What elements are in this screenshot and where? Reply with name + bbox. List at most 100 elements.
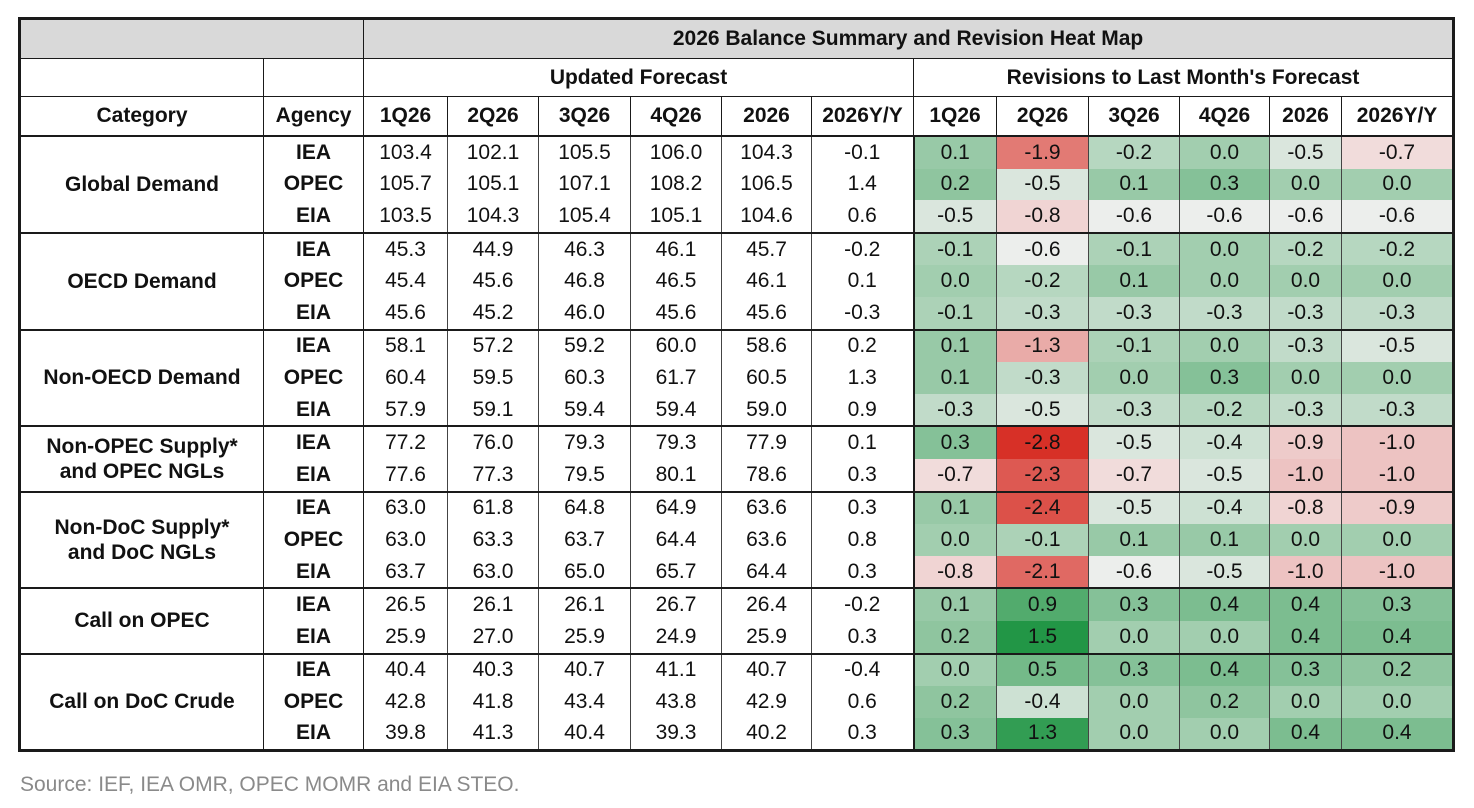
agency: EIA (263, 200, 364, 233)
revision-cell: 0.0 (1340, 265, 1455, 297)
forecast-cell: 105.1 (630, 200, 722, 233)
forecast-cell: 45.7 (721, 231, 812, 266)
forecast-cell: 45.6 (447, 265, 539, 297)
forecast-cell: 64.4 (721, 555, 812, 589)
forecast-cell: 59.0 (721, 393, 812, 427)
forecast-cell: 27.0 (447, 620, 539, 654)
revision-cell: 0.3 (1179, 362, 1270, 394)
forecast-cell: 0.3 (811, 555, 914, 589)
revision-cell: -0.3 (1340, 393, 1455, 427)
agency: IEA (263, 328, 364, 363)
revision-cell: -0.5 (1179, 555, 1270, 589)
revision-cell: -0.4 (1179, 425, 1270, 459)
forecast-cell: -0.3 (811, 296, 914, 330)
revision-cell: 0.0 (1179, 265, 1270, 297)
group-header: Updated Forecast (363, 58, 914, 97)
forecast-cell: 26.1 (538, 587, 631, 621)
revision-cell: -1.0 (1269, 555, 1342, 589)
forecast-cell: 64.8 (538, 490, 631, 525)
agency: EIA (263, 620, 364, 654)
data-row: Global Demand IEA 103.4 102.1 105.5 106.0 104.… (19, 135, 1455, 234)
revision-cell: -0.3 (996, 296, 1089, 330)
data-row: Non-OPEC Supply* and OPEC NGLs IEA 77.2 76.… (19, 425, 1455, 493)
forecast-cell: 45.4 (363, 265, 448, 297)
revision-cell: 0.0 (1179, 717, 1270, 751)
forecast-cell: 0.3 (811, 490, 914, 525)
forecast-cell: 46.8 (538, 265, 631, 297)
agency: EIA (263, 458, 364, 492)
forecast-cell: 43.8 (630, 686, 722, 718)
revision-cell: 0.1 (912, 587, 997, 621)
forecast-cell: 105.5 (538, 135, 631, 169)
revision-cell: -0.2 (1340, 231, 1455, 266)
revision-cell: 0.1 (1088, 524, 1180, 556)
forecast-cell: 63.7 (363, 555, 448, 589)
revision-cell: -0.7 (1340, 135, 1455, 169)
column-header: 1Q26 (363, 96, 448, 137)
column-header: 2026 (1269, 96, 1342, 137)
revision-cell: 1.3 (996, 717, 1089, 751)
forecast-cell: 64.4 (630, 524, 722, 556)
forecast-cell: 46.1 (630, 231, 722, 266)
revision-cell: -0.5 (1340, 328, 1455, 363)
revision-cell: -0.7 (1088, 458, 1180, 492)
revision-cell: -0.8 (912, 555, 997, 589)
column-header: 2026Y/Y (811, 96, 914, 137)
revision-cell: -0.3 (912, 393, 997, 427)
forecast-cell: 103.4 (363, 135, 448, 169)
category: Call on OPEC (19, 587, 264, 655)
revision-cell: -0.3 (1269, 296, 1342, 330)
revision-cell: 0.5 (996, 652, 1089, 687)
forecast-cell: 1.3 (811, 362, 914, 394)
column-header: 1Q26 (913, 96, 997, 137)
forecast-cell: 0.3 (811, 458, 914, 492)
forecast-cell: 59.2 (538, 328, 631, 363)
revision-cell: 0.0 (1269, 168, 1342, 201)
forecast-cell: 25.9 (721, 620, 812, 654)
forecast-cell: 79.3 (630, 425, 722, 459)
forecast-cell: 61.7 (630, 362, 722, 394)
column-header: Agency (263, 96, 364, 137)
forecast-cell: -0.2 (811, 587, 914, 621)
column-header: 2026Y/Y (1340, 96, 1455, 137)
revision-cell: -0.3 (1088, 296, 1180, 330)
forecast-cell: 45.3 (363, 231, 448, 266)
forecast-cell: -0.2 (811, 231, 914, 266)
agency: IEA (263, 490, 364, 525)
forecast-cell: 41.3 (447, 717, 539, 751)
revision-cell: -0.5 (1088, 425, 1180, 459)
revision-cell: 0.0 (1269, 265, 1342, 297)
revision-cell: -0.9 (1340, 490, 1455, 525)
agency: OPEC (263, 168, 364, 201)
revision-cell: 0.4 (1269, 717, 1342, 751)
revision-cell: -0.2 (1269, 231, 1342, 266)
revision-cell: 0.0 (1340, 524, 1455, 556)
forecast-cell: 104.6 (721, 200, 812, 233)
forecast-cell: 63.7 (538, 524, 631, 556)
forecast-cell: 63.3 (447, 524, 539, 556)
revision-cell: 0.9 (996, 587, 1089, 621)
forecast-cell: 63.6 (721, 490, 812, 525)
forecast-cell: 42.9 (721, 686, 812, 718)
forecast-cell: 106.5 (721, 168, 812, 201)
revision-cell: 0.0 (1088, 362, 1180, 394)
revision-cell: -0.1 (1088, 231, 1180, 266)
agency: OPEC (263, 265, 364, 297)
forecast-cell: 105.7 (363, 168, 448, 201)
revision-cell: 0.4 (1269, 587, 1342, 621)
forecast-cell: 0.6 (811, 200, 914, 233)
revision-cell: 0.4 (1179, 652, 1270, 687)
forecast-cell: 107.1 (538, 168, 631, 201)
data-row: OPEC 42.8 41.8 43.4 43.8 42.9 0.6 0.2 -0.4 0.0 0.2… (20, 686, 1455, 718)
agency: IEA (263, 425, 364, 459)
revision-cell: -0.1 (912, 296, 997, 330)
forecast-cell: 61.8 (447, 490, 539, 525)
revision-cell: 0.0 (1340, 686, 1455, 718)
revision-cell: 0.2 (912, 686, 997, 718)
revision-cell: -0.4 (996, 686, 1089, 718)
forecast-cell: 77.9 (721, 425, 812, 459)
revision-cell: 0.0 (1340, 362, 1455, 394)
forecast-cell: 0.1 (811, 265, 914, 297)
forecast-cell: 0.1 (811, 425, 914, 459)
agency: OPEC (263, 524, 364, 556)
